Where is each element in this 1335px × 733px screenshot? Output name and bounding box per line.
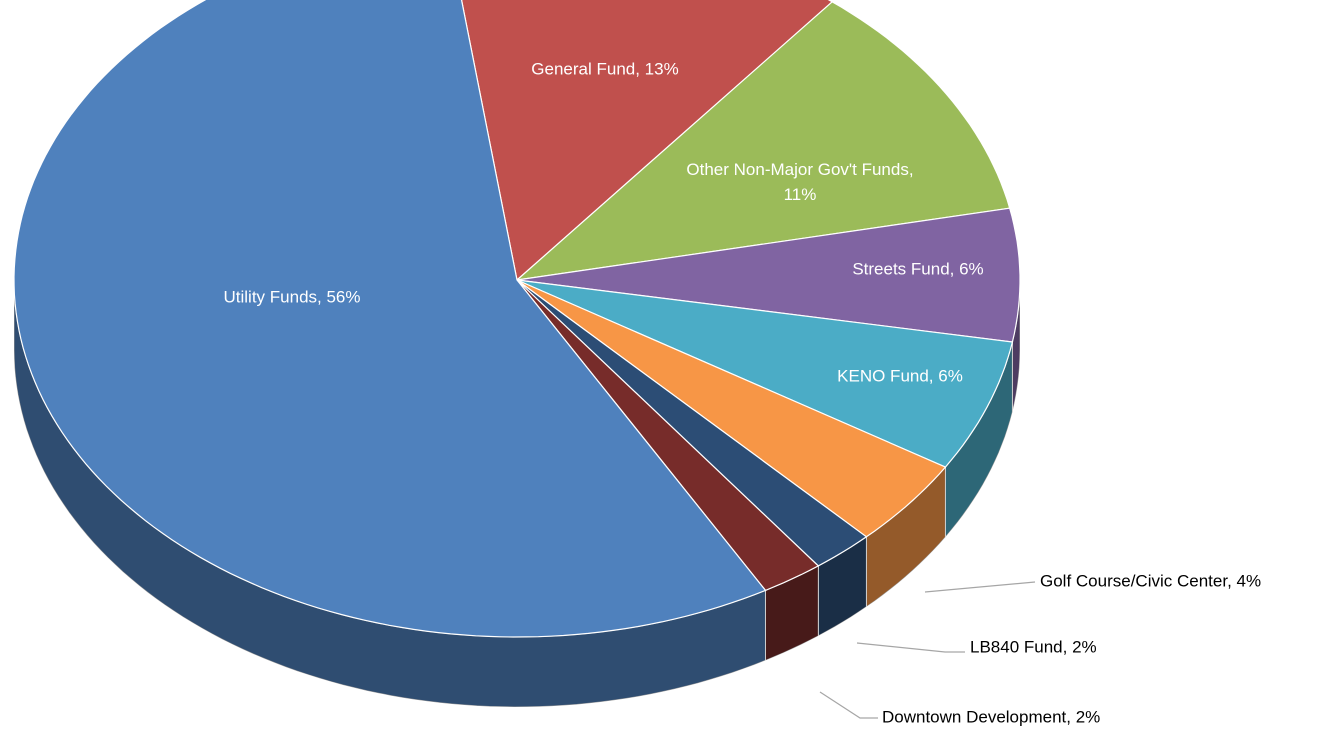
slice	[516, 279, 868, 567]
slice-side-shade	[14, 280, 766, 707]
data-label: Golf Course/Civic Center, 4%	[1040, 571, 1261, 590]
pie-tops	[13, 0, 1021, 638]
data-labels: General Fund, 13% Other Non-Major Gov't F…	[224, 59, 1262, 726]
slice-side-shade	[765, 565, 819, 661]
slice	[516, 279, 947, 538]
leader-line	[819, 691, 878, 719]
data-label: Downtown Development, 2%	[882, 707, 1100, 726]
slice	[516, 279, 820, 592]
data-label: Streets Fund, 6%	[852, 259, 983, 278]
pie-sides	[13, 279, 1021, 708]
data-label: General Fund, 13%	[531, 59, 678, 78]
slice-side-shade	[866, 467, 946, 607]
label-line: 11%	[784, 185, 817, 204]
slice	[516, 279, 1014, 468]
slice	[515, 1, 1011, 281]
data-label: LB840 Fund, 2%	[970, 637, 1097, 656]
slice	[516, 207, 1021, 343]
slice	[460, 0, 834, 282]
leader-line	[856, 642, 965, 653]
data-label: Utility Funds, 56%	[224, 287, 361, 306]
label-line: Other Non-Major Gov't Funds,	[686, 160, 913, 179]
slice	[13, 0, 767, 638]
data-label: Other Non-Major Gov't Funds, 11%	[686, 160, 913, 204]
slice-side-shade	[818, 536, 867, 636]
data-label: KENO Fund, 6%	[837, 366, 963, 385]
leader-line	[924, 581, 1036, 593]
